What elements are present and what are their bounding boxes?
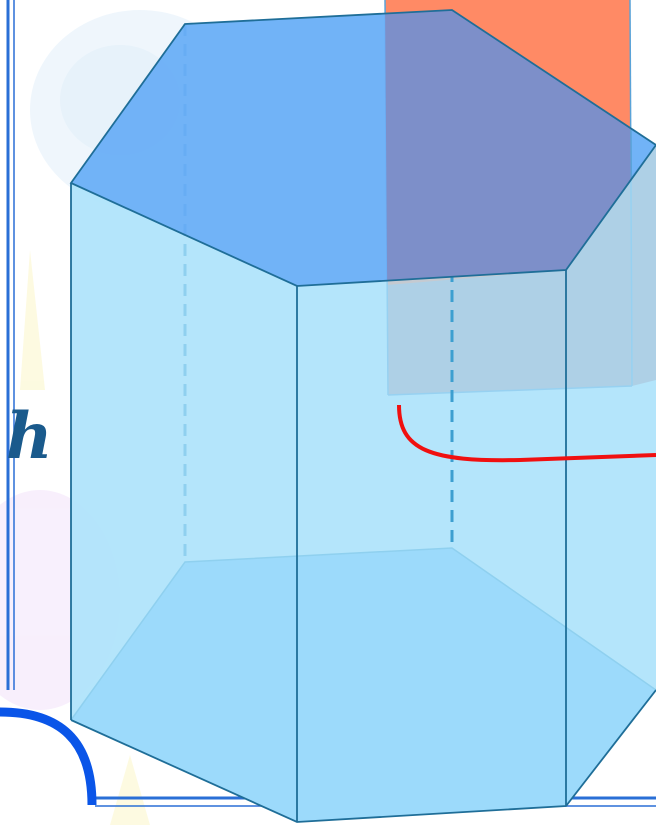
section-curve [397,404,656,463]
height-label: h [6,399,53,474]
cutting-plane-overlap [385,10,632,286]
prism-front-faces [71,145,656,822]
yellow-sparkle [110,755,150,825]
prism-visible-edges [69,9,656,823]
yellow-sparkle [20,250,45,390]
frame-corner-curve [0,707,97,806]
